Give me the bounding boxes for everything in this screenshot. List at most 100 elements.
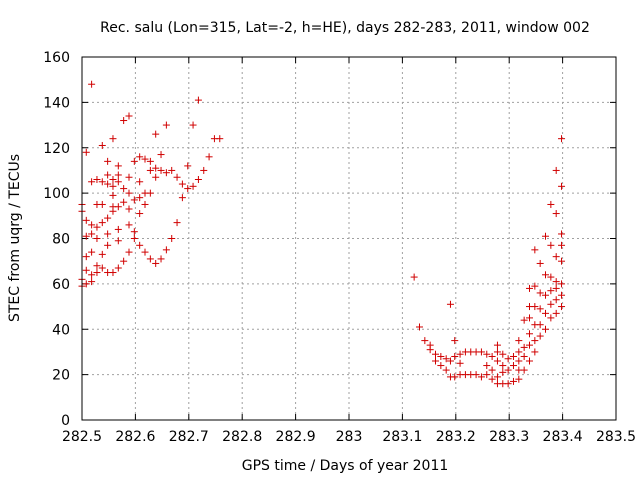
data-point <box>82 280 90 288</box>
data-point <box>104 214 112 222</box>
data-point <box>178 180 186 188</box>
data-point <box>114 264 122 272</box>
data-point <box>499 350 507 358</box>
data-point <box>173 173 181 181</box>
data-point <box>114 203 122 211</box>
data-point <box>189 121 197 129</box>
data-point <box>82 266 90 274</box>
data-point <box>93 262 101 270</box>
data-point <box>93 176 101 184</box>
data-point <box>456 350 464 358</box>
data-point <box>558 182 566 190</box>
data-point <box>437 352 445 360</box>
data-point <box>130 228 138 236</box>
data-point <box>152 164 160 172</box>
data-point <box>194 176 202 184</box>
data-point <box>509 352 517 360</box>
data-point <box>558 135 566 143</box>
data-point <box>515 337 523 345</box>
data-point <box>536 321 544 329</box>
data-point <box>558 291 566 299</box>
data-point <box>552 296 560 304</box>
data-point <box>98 178 106 186</box>
data-point <box>442 366 450 374</box>
data-point <box>552 253 560 261</box>
data-point <box>558 280 566 288</box>
data-point <box>446 357 454 365</box>
data-point <box>421 337 429 345</box>
data-point <box>542 291 550 299</box>
data-point <box>104 241 112 249</box>
data-point <box>515 348 523 356</box>
data-point <box>558 241 566 249</box>
data-point <box>120 117 128 125</box>
data-point <box>178 194 186 202</box>
data-point <box>184 162 192 170</box>
data-point <box>552 210 560 218</box>
data-point <box>173 219 181 227</box>
data-point <box>88 278 96 286</box>
data-point <box>509 377 517 385</box>
data-point <box>98 219 106 227</box>
data-point <box>542 309 550 317</box>
data-point <box>98 141 106 149</box>
data-point <box>130 157 138 165</box>
x-tick-label: 282.6 <box>115 429 155 445</box>
data-point <box>525 314 533 322</box>
data-point <box>451 373 459 381</box>
data-point <box>194 96 202 104</box>
data-point <box>205 153 213 161</box>
data-point <box>558 303 566 311</box>
x-tick-label: 283 <box>336 429 363 445</box>
data-point <box>157 255 165 263</box>
data-point <box>146 189 154 197</box>
data-point <box>525 341 533 349</box>
data-point <box>125 112 133 120</box>
y-axis-label: STEC from uqrg / TECUs <box>7 154 23 322</box>
data-point <box>125 189 133 197</box>
data-point <box>152 173 160 181</box>
data-point <box>483 362 491 370</box>
data-point <box>432 350 440 358</box>
data-point <box>88 80 96 88</box>
x-tick-label: 283.2 <box>436 429 476 445</box>
data-point <box>88 178 96 186</box>
data-point <box>82 232 90 240</box>
data-point <box>488 375 496 383</box>
data-point <box>483 371 491 379</box>
data-point <box>525 357 533 365</box>
data-point <box>130 196 138 204</box>
grid-lines <box>82 57 616 420</box>
data-point <box>547 273 555 281</box>
data-point <box>410 273 418 281</box>
data-point <box>93 235 101 242</box>
y-tick-labels: 0 20 40 60 80 100 120 140 160 <box>43 50 70 429</box>
data-point <box>531 348 539 356</box>
data-point <box>504 355 512 363</box>
data-point <box>162 246 170 254</box>
x-tick-label: 282.7 <box>169 429 209 445</box>
data-point <box>446 300 454 308</box>
data-point <box>136 153 144 161</box>
x-tick-label: 283.3 <box>489 429 529 445</box>
data-point <box>162 169 170 177</box>
data-point <box>536 259 544 267</box>
data-point <box>189 182 197 190</box>
data-point <box>157 151 165 159</box>
y-tick-label: 80 <box>52 232 70 248</box>
data-point <box>109 182 117 190</box>
data-point <box>136 194 144 202</box>
data-point <box>125 205 133 213</box>
x-tick-label: 282.5 <box>62 429 102 445</box>
data-point <box>109 135 117 143</box>
data-point <box>499 362 507 370</box>
x-tick-label: 283.5 <box>596 429 636 445</box>
data-point <box>109 207 117 215</box>
data-point <box>146 166 154 174</box>
y-tick-label: 0 <box>61 413 70 429</box>
data-point <box>82 148 90 156</box>
data-point <box>547 300 555 308</box>
data-point <box>104 180 112 188</box>
data-point <box>136 178 144 186</box>
data-point <box>109 191 117 199</box>
